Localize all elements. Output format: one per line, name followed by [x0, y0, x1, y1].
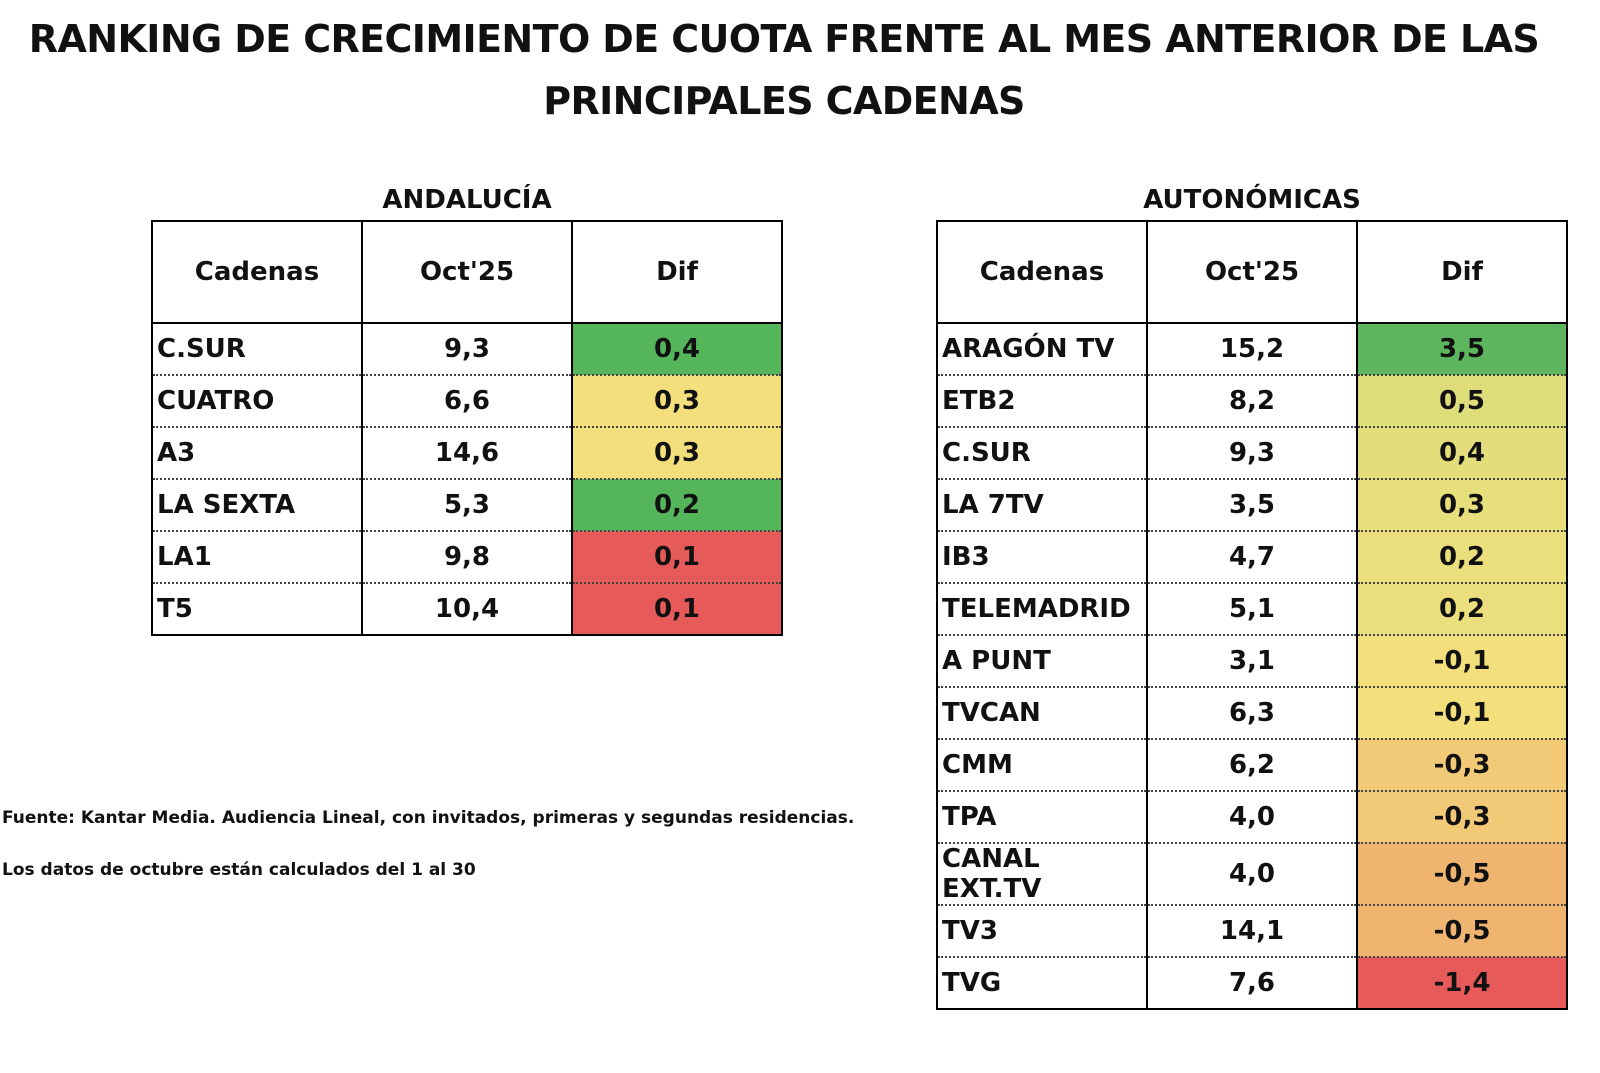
difference-value-cell: -1,4	[1356, 957, 1567, 1009]
autonomicas-table-body: ARAGÓN TV 15,2 3,5 ETB2 8,2 0,5 C.SUR 9,3 0,4 LA …	[937, 323, 1567, 1009]
share-value-cell: 15,2	[1146, 323, 1357, 376]
column-header-cadenas: Cadenas	[152, 221, 362, 324]
difference-value-cell: -0,3	[1356, 791, 1567, 844]
difference-value-cell: -0,3	[1356, 739, 1567, 792]
difference-value-cell: 0,4	[571, 323, 782, 376]
difference-value-cell: 0,3	[571, 427, 782, 480]
channel-name-cell: LA1	[152, 531, 362, 584]
share-value-cell: 14,6	[361, 427, 572, 480]
share-value-cell: 4,7	[1146, 531, 1357, 584]
channel-name-cell: LA SEXTA	[152, 479, 362, 532]
share-value-cell: 6,3	[1146, 687, 1357, 740]
difference-value-cell: 0,1	[571, 531, 782, 584]
channel-name-cell: CMM	[937, 739, 1147, 792]
table-row: CMM 6,2 -0,3	[937, 739, 1567, 792]
share-value-cell: 6,6	[361, 375, 572, 428]
table-row: LA1 9,8 0,1	[152, 531, 782, 584]
difference-value-cell: 0,1	[571, 583, 782, 635]
source-note: Fuente: Kantar Media. Audiencia Lineal, …	[2, 808, 855, 828]
autonomicas-block: AUTONÓMICAS Cadenas Oct'25 Dif ARAGÓN TV…	[936, 180, 1568, 1010]
share-value-cell: 6,2	[1146, 739, 1357, 792]
table-row: TVCAN 6,3 -0,1	[937, 687, 1567, 740]
table-row: TV3 14,1 -0,5	[937, 905, 1567, 958]
table-row: ETB2 8,2 0,5	[937, 375, 1567, 428]
channel-name-cell: LA 7TV	[937, 479, 1147, 532]
table-row: LA SEXTA 5,3 0,2	[152, 479, 782, 532]
channel-name-cell: TELEMADRID	[937, 583, 1147, 636]
channel-name-cell: ARAGÓN TV	[937, 323, 1147, 376]
table-row: CANAL EXT.TV 4,0 -0,5	[937, 843, 1567, 906]
difference-value-cell: 0,3	[571, 375, 782, 428]
period-note: Los datos de octubre están calculados de…	[2, 860, 476, 880]
difference-value-cell: 3,5	[1356, 323, 1567, 376]
column-header-oct25: Oct'25	[361, 221, 572, 324]
share-value-cell: 8,2	[1146, 375, 1357, 428]
share-value-cell: 3,5	[1146, 479, 1357, 532]
share-value-cell: 4,0	[1146, 791, 1357, 844]
difference-value-cell: 0,2	[1356, 583, 1567, 636]
share-value-cell: 4,0	[1146, 843, 1357, 906]
channel-name-cell: CANAL EXT.TV	[937, 843, 1147, 906]
channel-name-cell: IB3	[937, 531, 1147, 584]
share-value-cell: 14,1	[1146, 905, 1357, 958]
share-value-cell: 7,6	[1146, 957, 1357, 1009]
share-value-cell: 5,1	[1146, 583, 1357, 636]
channel-name-cell: TPA	[937, 791, 1147, 844]
difference-value-cell: -0,1	[1356, 635, 1567, 688]
andalucia-title: ANDALUCÍA	[382, 185, 552, 215]
andalucia-block: ANDALUCÍA Cadenas Oct'25 Dif C.SUR 9,3 0,4…	[151, 180, 783, 636]
table-row: LA 7TV 3,5 0,3	[937, 479, 1567, 532]
page-title: RANKING DE CRECIMIENTO DE CUOTA FRENTE A…	[0, 8, 1568, 132]
difference-value-cell: 0,4	[1356, 427, 1567, 480]
table-row: IB3 4,7 0,2	[937, 531, 1567, 584]
share-value-cell: 9,3	[361, 323, 572, 376]
table-row: T5 10,4 0,1	[152, 583, 782, 635]
channel-name-cell: T5	[157, 594, 193, 624]
channel-name-cell: CUATRO	[152, 375, 362, 428]
difference-value-cell: 0,2	[571, 479, 782, 532]
share-value-cell: 3,1	[1146, 635, 1357, 688]
andalucia-table: Cadenas Oct'25 Dif C.SUR 9,3 0,4 CUATRO 6,6 0…	[151, 220, 783, 636]
table-row: TVG 7,6 -1,4	[937, 957, 1567, 1009]
share-value-cell: 9,3	[1146, 427, 1357, 480]
channel-name-cell: TVG	[942, 968, 1002, 998]
share-value-cell: 9,8	[361, 531, 572, 584]
channel-name-cell: A PUNT	[937, 635, 1147, 688]
table-row: C.SUR 9,3 0,4	[937, 427, 1567, 480]
table-row: A PUNT 3,1 -0,1	[937, 635, 1567, 688]
table-row: A3 14,6 0,3	[152, 427, 782, 480]
difference-value-cell: 0,5	[1356, 375, 1567, 428]
page-title-line2: PRINCIPALES CADENAS	[543, 79, 1025, 123]
table-row: ARAGÓN TV 15,2 3,5	[937, 323, 1567, 376]
autonomicas-header-row: Cadenas Oct'25 Dif	[937, 221, 1567, 324]
table-row: TELEMADRID 5,1 0,2	[937, 583, 1567, 636]
channel-name-cell: TVCAN	[937, 687, 1147, 740]
difference-value-cell: -0,1	[1356, 687, 1567, 740]
andalucia-table-body: C.SUR 9,3 0,4 CUATRO 6,6 0,3 A3 14,6 0,3 LA SEXTA…	[152, 323, 782, 635]
difference-value-cell: -0,5	[1356, 905, 1567, 958]
difference-value-cell: 0,2	[1356, 531, 1567, 584]
page-title-line1: RANKING DE CRECIMIENTO DE CUOTA FRENTE A…	[28, 17, 1540, 61]
column-header-cadenas: Cadenas	[937, 221, 1147, 324]
andalucia-header-row: Cadenas Oct'25 Dif	[152, 221, 782, 324]
channel-name-cell: TV3	[937, 905, 1147, 958]
channel-name-cell: C.SUR	[152, 323, 362, 376]
channel-name-cell: C.SUR	[937, 427, 1147, 480]
table-row: TPA 4,0 -0,3	[937, 791, 1567, 844]
channel-name-cell: ETB2	[937, 375, 1147, 428]
channel-name-cell: A3	[152, 427, 362, 480]
share-value-cell: 10,4	[361, 583, 572, 635]
column-header-dif: Dif	[571, 221, 782, 324]
difference-value-cell: -0,5	[1356, 843, 1567, 906]
table-row: CUATRO 6,6 0,3	[152, 375, 782, 428]
table-row: C.SUR 9,3 0,4	[152, 323, 782, 376]
autonomicas-title: AUTONÓMICAS	[1143, 185, 1361, 215]
column-header-dif: Dif	[1356, 221, 1567, 324]
difference-value-cell: 0,3	[1356, 479, 1567, 532]
autonomicas-table: Cadenas Oct'25 Dif ARAGÓN TV 15,2 3,5 ETB2 8…	[936, 220, 1568, 1010]
column-header-oct25: Oct'25	[1146, 221, 1357, 324]
share-value-cell: 5,3	[361, 479, 572, 532]
